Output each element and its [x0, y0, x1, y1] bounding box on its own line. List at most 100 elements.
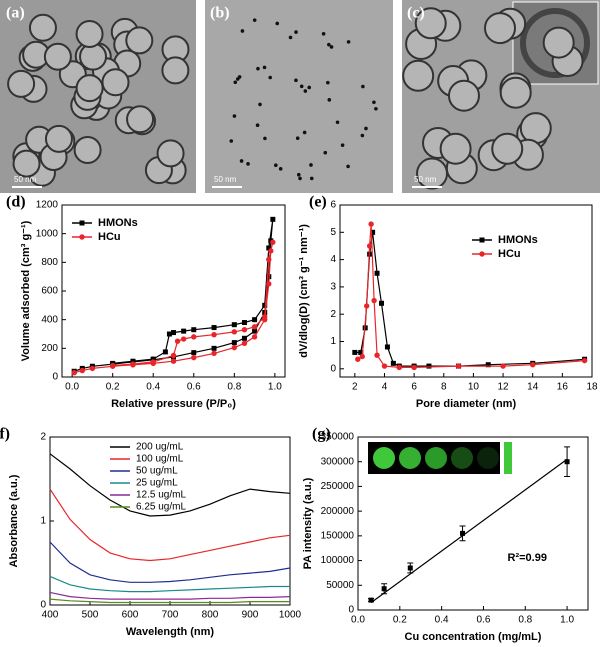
cu-dot	[309, 176, 314, 181]
marker	[370, 229, 376, 235]
y-tick-label: 1	[330, 336, 336, 347]
cu-dot	[295, 136, 300, 141]
marker	[231, 340, 237, 346]
series-line	[49, 598, 290, 604]
x-axis-label: Pore diameter (nm)	[416, 398, 517, 410]
x-tick-label: 0.4	[435, 615, 449, 626]
marker	[368, 221, 374, 227]
marker	[251, 334, 258, 340]
particle	[491, 132, 524, 165]
x-tick-label: 0.4	[146, 382, 160, 393]
legend-marker	[79, 220, 85, 226]
marker	[530, 362, 536, 368]
cu-dot	[246, 162, 250, 166]
marker	[251, 324, 258, 330]
y-tick-label: 1200	[36, 200, 59, 211]
marker	[231, 322, 237, 328]
x-tick-label: 0.8	[518, 615, 532, 626]
panel-label: (f)	[0, 426, 10, 443]
scale-bar-label: 50 nm	[214, 175, 237, 184]
colorbar	[504, 442, 512, 474]
marker	[371, 297, 377, 304]
x-tick-label: 18	[586, 382, 598, 393]
particle	[125, 26, 154, 55]
cu-dot	[329, 45, 334, 49]
inset-well	[373, 447, 395, 469]
y-tick-label: 0	[40, 600, 46, 611]
particle	[542, 26, 575, 59]
cu-dot	[374, 106, 378, 111]
x-tick-label: 4	[382, 382, 388, 393]
marker	[130, 361, 136, 367]
cu-dot	[335, 120, 340, 125]
y-tick-label: 200	[41, 343, 58, 354]
y-tick-label: 350000	[321, 432, 355, 443]
x-tick-label: 0.6	[477, 615, 491, 626]
marker	[71, 370, 77, 376]
y-tick-label: 0	[348, 605, 354, 616]
marker	[191, 334, 197, 340]
y-tick-label: 300000	[321, 456, 355, 467]
particle	[101, 68, 130, 97]
y-axis-label: dV/dlog(D) (cm³ g⁻¹ nm⁻¹)	[298, 224, 310, 358]
x-tick-label: 1.0	[560, 615, 574, 626]
cu-dot	[256, 66, 260, 71]
x-tick-label: 0.0	[65, 382, 79, 393]
x-tick-label: 0.2	[393, 615, 407, 626]
particle	[447, 79, 480, 112]
cu-dot	[323, 150, 328, 155]
cu-dot	[327, 42, 331, 47]
marker	[266, 281, 272, 287]
marker	[396, 364, 402, 371]
cu-dot	[340, 143, 345, 147]
series-line	[49, 453, 291, 517]
x-tick-label: 900	[242, 610, 259, 621]
particle	[28, 13, 57, 42]
y-axis-label: Volume adsorbed (cm³ g⁻¹)	[20, 220, 32, 361]
x-tick-label: 12	[497, 382, 509, 393]
cu-dot	[298, 176, 302, 181]
x-axis-label: Relative pressure (P/P₀)	[111, 398, 236, 410]
y-tick-label: 0	[52, 372, 58, 383]
plot-frame	[357, 436, 589, 611]
cu-dot	[232, 114, 237, 118]
particle	[44, 124, 73, 153]
y-tick-label: 600	[41, 286, 58, 297]
cu-dot	[364, 126, 368, 131]
cu-dot	[274, 163, 278, 168]
marker	[426, 363, 432, 369]
particle	[156, 139, 185, 168]
marker	[270, 239, 276, 245]
cu-dot	[235, 77, 240, 81]
legend-label: HMONs	[498, 234, 538, 246]
marker	[266, 256, 272, 263]
x-tick-label: 0.8	[227, 382, 241, 393]
x-tick-label: 1000	[279, 610, 302, 621]
legend-label: HMONs	[98, 217, 138, 229]
x-tick-label: 400	[42, 610, 59, 621]
cu-dot	[240, 29, 245, 33]
y-tick-label: 2	[40, 432, 46, 443]
particle	[7, 69, 36, 98]
panel-label: (a)	[6, 5, 25, 22]
marker	[191, 327, 197, 333]
inset-well	[425, 447, 447, 469]
marker	[455, 363, 462, 369]
marker	[270, 216, 276, 222]
legend-label: 6.25 ug/mL	[136, 502, 186, 513]
marker	[191, 354, 197, 361]
legend-label: 50 ug/mL	[136, 466, 178, 477]
cu-dot	[299, 84, 304, 89]
marker	[384, 344, 390, 350]
x-axis-label: Cu concentration (mg/mL)	[405, 631, 542, 643]
marker	[150, 359, 156, 365]
cu-dot	[294, 78, 298, 83]
marker	[381, 363, 388, 369]
legend-label: 200 ug/mL	[136, 442, 184, 453]
particle	[43, 42, 72, 71]
marker	[241, 327, 248, 333]
panel-label: (b)	[210, 5, 230, 22]
panel-label: (e)	[309, 194, 327, 211]
inset-well	[477, 447, 499, 469]
